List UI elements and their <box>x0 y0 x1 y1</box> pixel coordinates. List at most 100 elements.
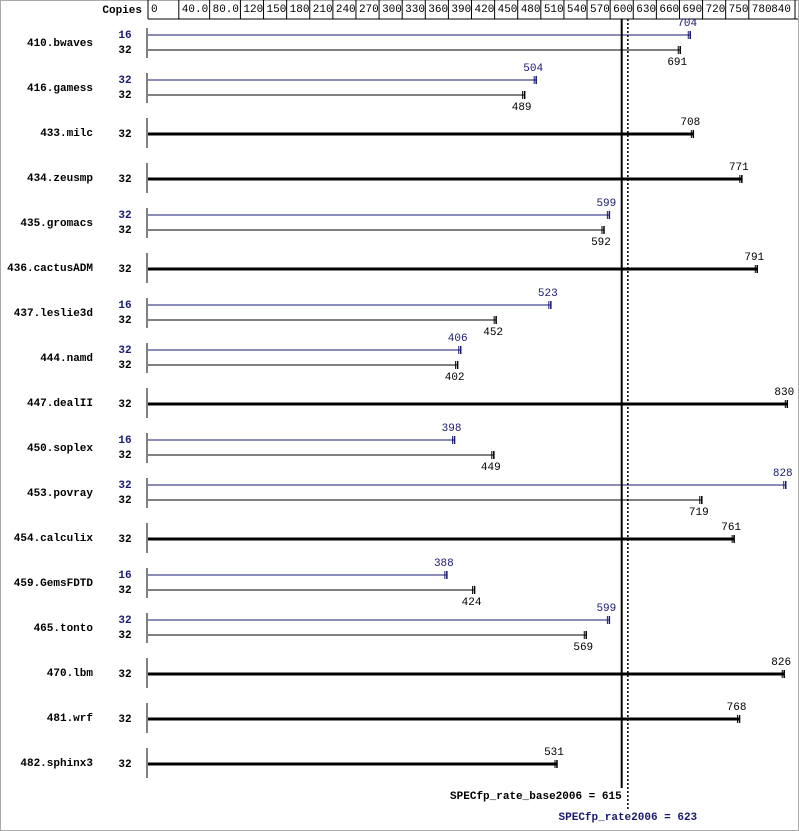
value-label: 761 <box>721 522 741 534</box>
benchmark-label: 434.zeusmp <box>27 173 93 185</box>
benchmark-label: 444.namd <box>40 353 93 365</box>
reference-label: SPECfp_rate_base2006 = 615 <box>450 791 622 803</box>
x-tick-label: 180 <box>290 4 310 16</box>
value-label: 398 <box>442 423 462 435</box>
x-tick-label: 750 <box>729 4 749 16</box>
copies-label: 32 <box>118 75 131 87</box>
copies-label: 32 <box>118 345 131 357</box>
x-tick-label: 690 <box>682 4 702 16</box>
x-tick-label: 120 <box>243 4 263 16</box>
x-tick-label: 330 <box>405 4 425 16</box>
value-label: 406 <box>448 333 468 345</box>
copies-label: 32 <box>118 45 131 57</box>
copies-label: 32 <box>118 129 131 141</box>
x-tick-label: 780 <box>752 4 772 16</box>
value-label: 768 <box>727 702 747 714</box>
copies-label: 32 <box>118 360 131 372</box>
x-tick-label: 360 <box>428 4 448 16</box>
benchmark-label: 454.calculix <box>14 533 94 545</box>
copies-label: 32 <box>118 534 131 546</box>
copies-label: 32 <box>118 714 131 726</box>
x-tick-label: 540 <box>567 4 587 16</box>
x-tick-label: 510 <box>544 4 564 16</box>
value-label: 599 <box>596 603 616 615</box>
x-tick-label: 720 <box>706 4 726 16</box>
benchmark-label: 416.gamess <box>27 83 93 95</box>
copies-label: 32 <box>118 90 131 102</box>
x-tick-label: 450 <box>498 4 518 16</box>
value-label: 504 <box>523 63 543 75</box>
copies-label: 32 <box>118 615 131 627</box>
value-label: 704 <box>677 18 697 30</box>
copies-label: 32 <box>118 759 131 771</box>
x-tick-label: 570 <box>590 4 610 16</box>
x-tick-label: 600 <box>613 4 633 16</box>
benchmark-label: 410.bwaves <box>27 38 93 50</box>
x-tick-label: 210 <box>313 4 333 16</box>
copies-label: 32 <box>118 495 131 507</box>
x-tick-label: 840 <box>771 4 791 16</box>
benchmark-label: 459.GemsFDTD <box>14 578 94 590</box>
copies-label: 32 <box>118 174 131 186</box>
copies-header: Copies <box>102 5 142 17</box>
value-label: 489 <box>512 102 532 114</box>
value-label: 599 <box>596 198 616 210</box>
benchmark-label: 447.dealII <box>27 398 93 410</box>
value-label: 828 <box>773 468 793 480</box>
x-tick-label: 270 <box>359 4 379 16</box>
value-label: 719 <box>689 507 709 519</box>
value-label: 424 <box>462 597 482 609</box>
value-label: 388 <box>434 558 454 570</box>
value-label: 452 <box>483 327 503 339</box>
copies-label: 16 <box>118 30 131 42</box>
value-label: 771 <box>729 162 749 174</box>
x-tick-label: 150 <box>267 4 287 16</box>
benchmark-label: 453.povray <box>27 488 93 500</box>
x-tick-label: 0 <box>151 4 158 16</box>
copies-label: 32 <box>118 315 131 327</box>
copies-label: 16 <box>118 435 131 447</box>
copies-label: 32 <box>118 399 131 411</box>
x-tick-label: 40.0 <box>182 4 208 16</box>
copies-label: 32 <box>118 210 131 222</box>
benchmark-label: 465.tonto <box>34 623 94 635</box>
copies-label: 16 <box>118 300 131 312</box>
x-tick-label: 80.0 <box>213 4 239 16</box>
benchmark-label: 436.cactusADM <box>7 263 93 275</box>
x-tick-label: 240 <box>336 4 356 16</box>
value-label: 691 <box>667 57 687 69</box>
value-label: 592 <box>591 237 611 249</box>
benchmark-label: 470.lbm <box>47 668 94 680</box>
x-tick-label: 480 <box>521 4 541 16</box>
benchmark-label: 450.soplex <box>27 443 93 455</box>
reference-label: SPECfp_rate2006 = 623 <box>559 812 698 824</box>
value-label: 531 <box>544 747 564 759</box>
copies-label: 16 <box>118 570 131 582</box>
copies-label: 32 <box>118 225 131 237</box>
copies-label: 32 <box>118 630 131 642</box>
x-tick-label: 660 <box>659 4 679 16</box>
benchmark-label: 435.gromacs <box>20 218 93 230</box>
x-tick-label: 390 <box>451 4 471 16</box>
value-label: 708 <box>680 117 700 129</box>
value-label: 830 <box>774 387 794 399</box>
benchmark-label: 482.sphinx3 <box>20 758 93 770</box>
value-label: 449 <box>481 462 501 474</box>
benchmark-label: 481.wrf <box>47 713 94 725</box>
value-label: 523 <box>538 288 558 300</box>
value-label: 791 <box>744 252 764 264</box>
value-label: 402 <box>445 372 465 384</box>
copies-label: 32 <box>118 585 131 597</box>
copies-label: 32 <box>118 264 131 276</box>
copies-label: 32 <box>118 450 131 462</box>
x-tick-label: 420 <box>475 4 495 16</box>
x-tick-label: 300 <box>382 4 402 16</box>
x-tick-label: 630 <box>636 4 656 16</box>
copies-label: 32 <box>118 480 131 492</box>
value-label: 826 <box>771 657 791 669</box>
benchmark-label: 433.milc <box>40 128 93 140</box>
benchmark-label: 437.leslie3d <box>14 308 93 320</box>
